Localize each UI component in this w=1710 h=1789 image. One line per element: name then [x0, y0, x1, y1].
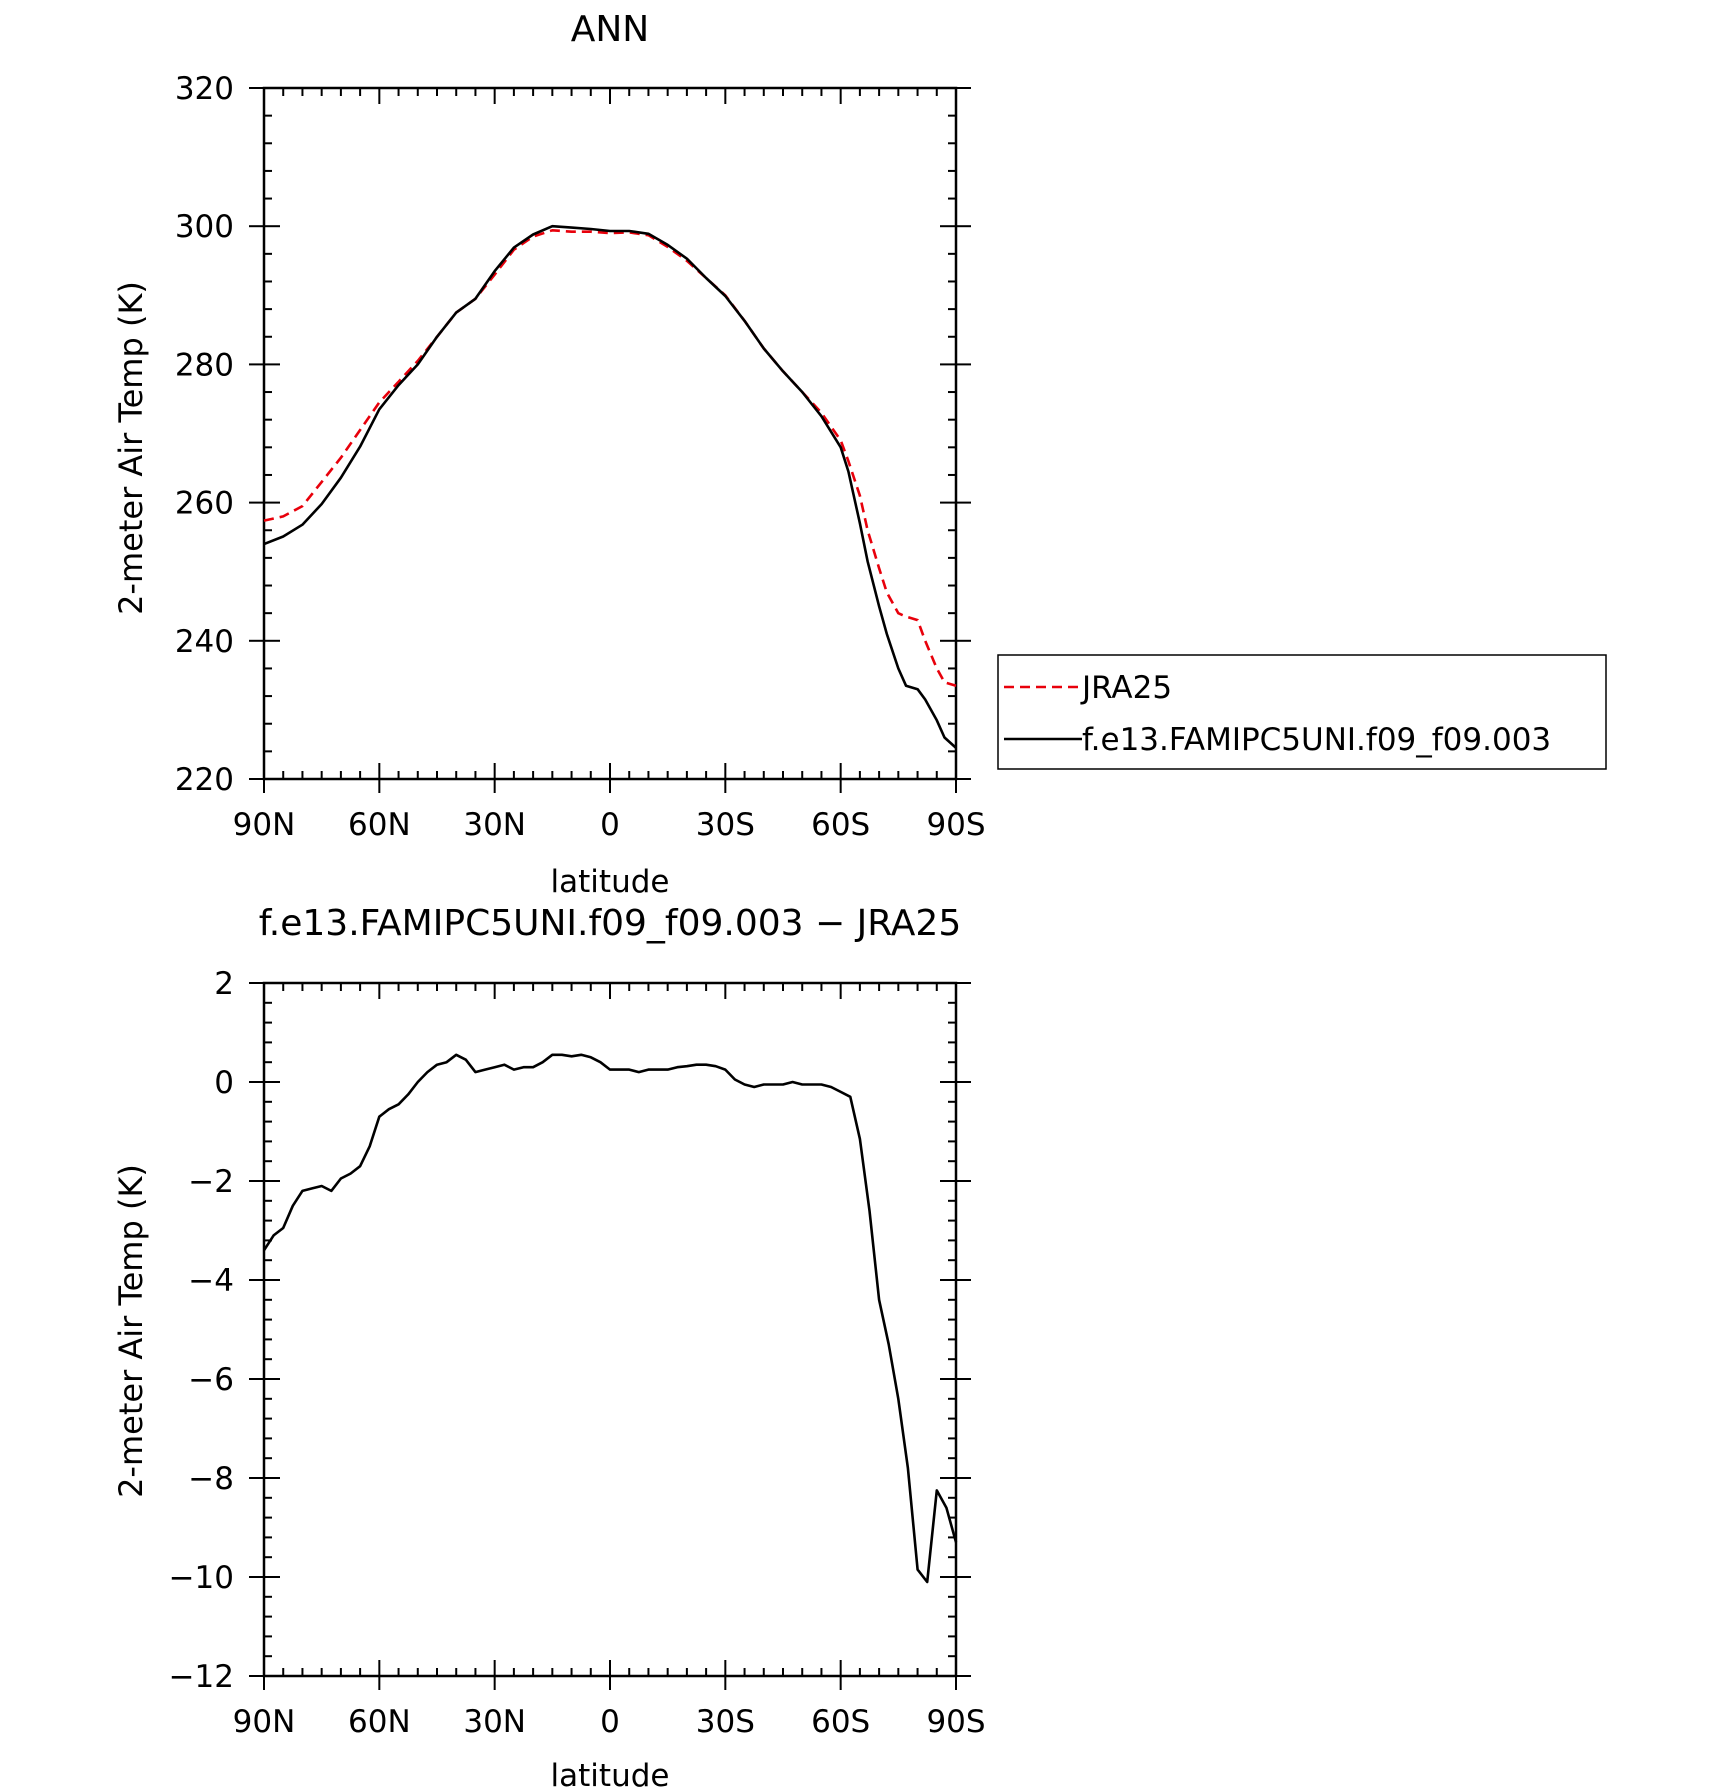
x-tick-label: 30N	[463, 1704, 526, 1740]
x-axis-label: latitude	[551, 1758, 670, 1789]
y-tick-label: −4	[188, 1263, 234, 1299]
y-tick-label: 300	[175, 209, 234, 245]
y-tick-label: 280	[175, 347, 234, 383]
x-tick-label: 0	[600, 1704, 620, 1740]
chart-title: ANN	[571, 9, 650, 50]
y-tick-label: 0	[214, 1065, 234, 1101]
x-axis-label: latitude	[551, 864, 670, 900]
chart-panel-bottom: f.e13.FAMIPC5UNI.f09_f09.003 − JRA25 2-m…	[112, 903, 986, 1789]
y-tick-labels: 2 0 −2 −4 −6 −8 −10 −12	[169, 966, 234, 1695]
legend-box	[997, 654, 1607, 770]
series-lines	[262, 1053, 958, 1584]
y-tick-label: 2	[214, 966, 234, 1002]
legend: JRA25 f.e13.FAMIPC5UNI.f09_f09.003	[997, 654, 1607, 770]
x-tick-label: 60S	[811, 807, 870, 843]
legend-label-model: f.e13.FAMIPC5UNI.f09_f09.003	[1082, 722, 1551, 758]
y-tick-label: −8	[188, 1461, 234, 1497]
y-tick-label: 220	[175, 762, 234, 798]
y-tick-label: −2	[188, 1164, 234, 1200]
x-tick-label: 90S	[926, 807, 985, 843]
x-tick-label: 60S	[811, 1704, 870, 1740]
y-tick-label: 240	[175, 624, 234, 660]
series-lines	[263, 224, 957, 749]
y-tick-label: −10	[169, 1560, 234, 1596]
x-tick-label: 90N	[233, 1704, 296, 1740]
y-tick-label: −12	[169, 1659, 234, 1695]
x-tick-labels: 90N 60N 30N 0 30S 60S 90S	[233, 1704, 986, 1740]
x-tick-label: 0	[600, 807, 620, 843]
legend-label-jra25: JRA25	[1080, 670, 1172, 706]
x-tick-label: 60N	[348, 807, 411, 843]
x-tick-label: 90N	[233, 807, 296, 843]
y-tick-label: 260	[175, 486, 234, 522]
series-line-difference	[262, 1053, 958, 1584]
chart-panel-top: ANN 2-meter Air Temp (K) latitude 90N 60N…	[112, 9, 1607, 900]
tick-marks	[249, 87, 971, 793]
tick-marks	[249, 982, 971, 1690]
x-tick-labels: 90N 60N 30N 0 30S 60S 90S	[233, 807, 986, 843]
y-tick-labels: 220 240 260 280 300 320	[175, 71, 234, 798]
y-tick-label: −6	[188, 1362, 234, 1398]
series-line-jra25	[263, 229, 957, 687]
x-tick-label: 90S	[926, 1704, 985, 1740]
x-tick-label: 30N	[463, 807, 526, 843]
y-tick-label: 320	[175, 71, 234, 107]
x-tick-label: 60N	[348, 1704, 411, 1740]
x-tick-label: 30S	[696, 1704, 755, 1740]
plot-frame	[262, 981, 958, 1678]
chart-title: f.e13.FAMIPC5UNI.f09_f09.003 − JRA25	[259, 903, 961, 944]
y-axis-label: 2-meter Air Temp (K)	[112, 281, 150, 615]
x-tick-label: 30S	[696, 807, 755, 843]
series-line-model	[263, 224, 957, 749]
y-axis-label: 2-meter Air Temp (K)	[112, 1164, 150, 1498]
